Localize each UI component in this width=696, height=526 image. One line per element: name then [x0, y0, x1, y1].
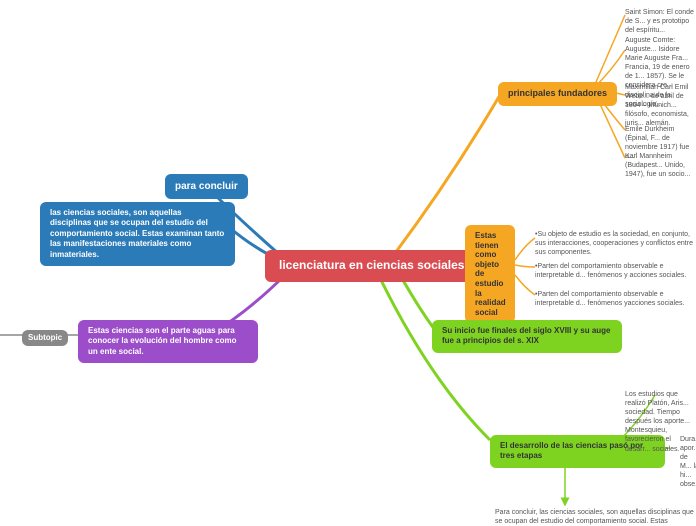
fundadores-node[interactable]: principales fundadores	[498, 82, 617, 106]
ciencias-sociales-def-node[interactable]: las ciencias sociales, son aquellas disc…	[40, 202, 235, 266]
objeto2-text: •Parten del comportamiento observable e …	[535, 262, 696, 280]
center-topic[interactable]: licenciatura en ciencias sociales	[265, 250, 478, 282]
subtopic-node[interactable]: Subtopic	[22, 330, 68, 346]
mannheim-text: Karl Mannheim (Budapest... Unido, 1947),…	[625, 152, 696, 179]
objeto1-text: •Su objeto de estudio es la sociedad, en…	[535, 230, 696, 257]
parte-aguas-node[interactable]: Estas ciencias son el parte aguas para c…	[78, 320, 258, 363]
para-concluir-node[interactable]: para concluir	[165, 174, 248, 199]
saint-simon-text: Saint Simon: El conde de S... y es proto…	[625, 8, 696, 35]
objeto3-text: •Parten del comportamiento observable e …	[535, 290, 696, 308]
para-concluir-text: Para concluir, las ciencias sociales, so…	[495, 508, 695, 526]
durante-text: Dura... apor... de M... la hi... obse...	[680, 435, 696, 490]
weber-text: Maximilian Carl Emil Webe... de abril de…	[625, 83, 696, 128]
inicio-node[interactable]: Su inicio fue finales del siglo XVIII y …	[432, 320, 622, 353]
objeto-estudio-node[interactable]: Estas tienen como objeto de estudio la r…	[465, 225, 515, 323]
